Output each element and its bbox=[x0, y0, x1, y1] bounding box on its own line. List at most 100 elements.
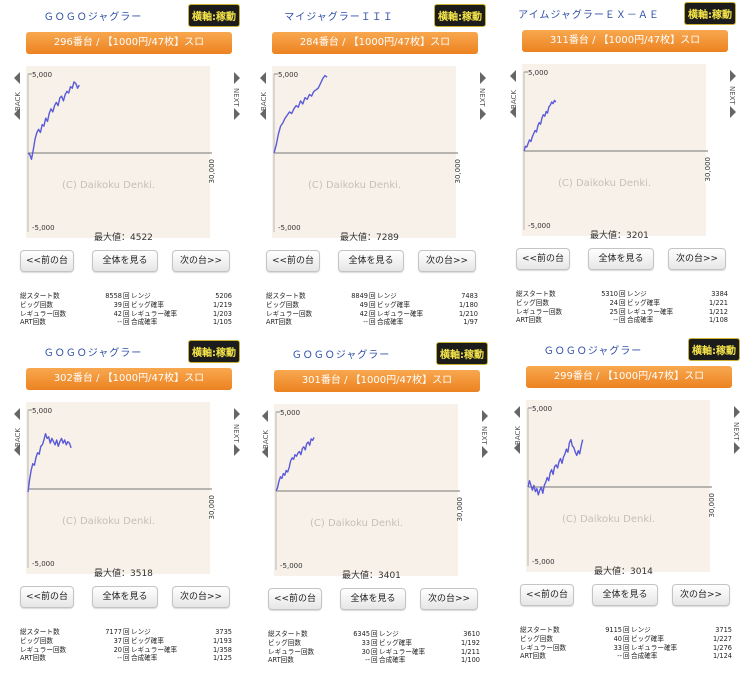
machine-name: マイジャグラーＩＩＩ bbox=[284, 12, 394, 23]
graph-svg: 5,000 -5,000 30,000 bbox=[527, 405, 716, 566]
stat-unit: 回 bbox=[619, 290, 626, 298]
stat-value: 1/97 bbox=[463, 318, 478, 327]
stat-value: 30 bbox=[361, 647, 370, 656]
stat-unit: 回 bbox=[619, 316, 626, 325]
back-arrow-icon[interactable] bbox=[14, 444, 20, 456]
axis-toggle-button[interactable]: 横軸:稼動 bbox=[434, 4, 486, 27]
next-arrow-icon[interactable] bbox=[234, 444, 240, 456]
stat-label: レンジ bbox=[131, 628, 151, 636]
prev-machine-button[interactable]: <<前の台 bbox=[20, 586, 74, 608]
stats-row: 総スタート数 9115 回レンジ 3715 bbox=[520, 626, 736, 635]
prev-machine-button[interactable]: <<前の台 bbox=[20, 250, 74, 272]
next-machine-button[interactable]: 次の台>> bbox=[418, 250, 476, 272]
next-arrow-icon[interactable] bbox=[482, 410, 488, 422]
stat-value: 5206 bbox=[215, 292, 232, 300]
prev-machine-button[interactable]: <<前の台 bbox=[520, 584, 574, 606]
back-arrow-icon[interactable] bbox=[14, 408, 20, 420]
stat-value: 1/108 bbox=[708, 316, 728, 325]
prev-machine-button[interactable]: <<前の台 bbox=[268, 588, 322, 610]
next-arrow-icon[interactable] bbox=[234, 72, 240, 84]
stat-unit: 回 bbox=[369, 292, 376, 300]
slump-graph: BACK NEXT 5,000 -5,000 30,000 (C) Daikoku Den… bbox=[262, 402, 488, 582]
back-arrow-icon[interactable] bbox=[514, 442, 520, 454]
stat-value: 8849 bbox=[351, 292, 368, 300]
x-tick-label: 30,000 bbox=[704, 157, 712, 182]
prev-machine-button[interactable]: <<前の台 bbox=[516, 248, 570, 270]
stat-value: 20 bbox=[113, 645, 122, 654]
view-all-button[interactable]: 全体を見る bbox=[340, 588, 406, 610]
view-all-button[interactable]: 全体を見る bbox=[92, 250, 158, 272]
axis-toggle-button[interactable]: 横軸:稼動 bbox=[188, 4, 240, 27]
y-tick-label: 5,000 bbox=[32, 407, 52, 415]
back-arrow-icon[interactable] bbox=[262, 446, 268, 458]
back-arrow-icon[interactable] bbox=[260, 72, 266, 84]
slump-graph: BACK NEXT 5,000 -5,000 30,000 (C) Daikoku Den… bbox=[14, 64, 240, 244]
back-arrow-icon[interactable] bbox=[510, 70, 516, 82]
view-all-button[interactable]: 全体を見る bbox=[588, 248, 654, 270]
back-arrow-icon[interactable] bbox=[510, 106, 516, 118]
next-arrow-icon[interactable] bbox=[482, 446, 488, 458]
max-value-label: 最大値：3201 bbox=[590, 231, 649, 241]
view-all-button[interactable]: 全体を見る bbox=[338, 250, 404, 272]
machine-panel: ＧＯＧＯジャグラー 横軸:稼動 301番台 / 【1000円/47枚】スロ BACK N… bbox=[256, 340, 492, 670]
next-machine-button[interactable]: 次の台>> bbox=[668, 248, 726, 270]
stat-label: ビッグ回数 bbox=[520, 634, 553, 643]
next-machine-button[interactable]: 次の台>> bbox=[172, 250, 230, 272]
back-arrow-icon[interactable] bbox=[262, 410, 268, 422]
back-arrow-icon[interactable] bbox=[514, 406, 520, 418]
stats-row: レギュラー回数 42 回レギュラー確率 1/203 bbox=[20, 310, 236, 319]
next-arrow-icon[interactable] bbox=[730, 106, 736, 118]
next-arrow-icon[interactable] bbox=[734, 442, 740, 454]
stat-unit: 回 bbox=[619, 307, 626, 316]
difference-line bbox=[273, 74, 328, 154]
stat-unit: 回 bbox=[371, 656, 378, 665]
stat-label: レギュラー回数 bbox=[266, 309, 313, 318]
axis-toggle-button[interactable]: 横軸:稼動 bbox=[688, 338, 740, 361]
stat-label: レギュラー確率 bbox=[379, 647, 426, 656]
stat-label: レギュラー確率 bbox=[131, 309, 178, 318]
nav-buttons: <<前の台 全体を見る 次の台>> bbox=[266, 250, 486, 272]
view-all-button[interactable]: 全体を見る bbox=[92, 586, 158, 608]
next-label[interactable]: NEXT bbox=[480, 426, 488, 445]
next-arrow-icon[interactable] bbox=[234, 108, 240, 120]
max-value-label: 最大値：7289 bbox=[340, 233, 399, 243]
axis-toggle-button[interactable]: 横軸:稼動 bbox=[188, 340, 240, 363]
machine-number-header: 311番台 / 【1000円/47枚】スロ bbox=[522, 30, 728, 52]
next-arrow-icon[interactable] bbox=[734, 406, 740, 418]
next-arrow-icon[interactable] bbox=[480, 108, 486, 120]
stat-label: レギュラー確率 bbox=[377, 309, 424, 318]
next-arrow-icon[interactable] bbox=[234, 408, 240, 420]
stat-value: 1/227 bbox=[712, 634, 732, 643]
next-machine-button[interactable]: 次の台>> bbox=[420, 588, 478, 610]
stat-label: レンジ bbox=[377, 292, 397, 300]
back-arrow-icon[interactable] bbox=[260, 108, 266, 120]
stat-value: 1/221 bbox=[708, 298, 728, 307]
back-arrow-icon[interactable] bbox=[14, 72, 20, 84]
machine-name: ＧＯＧＯジャグラー bbox=[43, 348, 143, 359]
nav-buttons: <<前の台 全体を見る 次の台>> bbox=[268, 588, 488, 610]
next-arrow-icon[interactable] bbox=[480, 72, 486, 84]
view-all-button[interactable]: 全体を見る bbox=[592, 584, 658, 606]
next-label[interactable]: NEXT bbox=[232, 424, 240, 443]
next-arrow-icon[interactable] bbox=[730, 70, 736, 82]
next-machine-button[interactable]: 次の台>> bbox=[172, 586, 230, 608]
stat-label: 総スタート数 bbox=[266, 292, 306, 300]
stats-row: ART回数 -- 回合成確率 1/124 bbox=[520, 652, 736, 661]
axis-toggle-button[interactable]: 横軸:稼動 bbox=[684, 2, 736, 25]
stat-unit: 回 bbox=[123, 636, 130, 645]
back-arrow-icon[interactable] bbox=[14, 108, 20, 120]
next-label[interactable]: NEXT bbox=[732, 422, 740, 441]
stats-row: レギュラー回数 20 回レギュラー確率 1/358 bbox=[20, 646, 236, 655]
next-label[interactable]: NEXT bbox=[728, 86, 736, 105]
next-label[interactable]: NEXT bbox=[478, 88, 486, 107]
stat-value: 42 bbox=[359, 309, 368, 318]
prev-machine-button[interactable]: <<前の台 bbox=[266, 250, 320, 272]
stat-value: 33 bbox=[613, 643, 622, 652]
machine-panel: マイジャグラーＩＩＩ 横軸:稼動 284番台 / 【1000円/47枚】スロ BACK… bbox=[254, 2, 490, 332]
axis-toggle-button[interactable]: 横軸:稼動 bbox=[436, 342, 488, 365]
graph-svg: 5,000 -5,000 30,000 bbox=[275, 409, 464, 570]
nav-buttons: <<前の台 全体を見る 次の台>> bbox=[20, 586, 240, 608]
stat-label: 合成確率 bbox=[131, 318, 158, 327]
next-label[interactable]: NEXT bbox=[232, 88, 240, 107]
next-machine-button[interactable]: 次の台>> bbox=[672, 584, 730, 606]
